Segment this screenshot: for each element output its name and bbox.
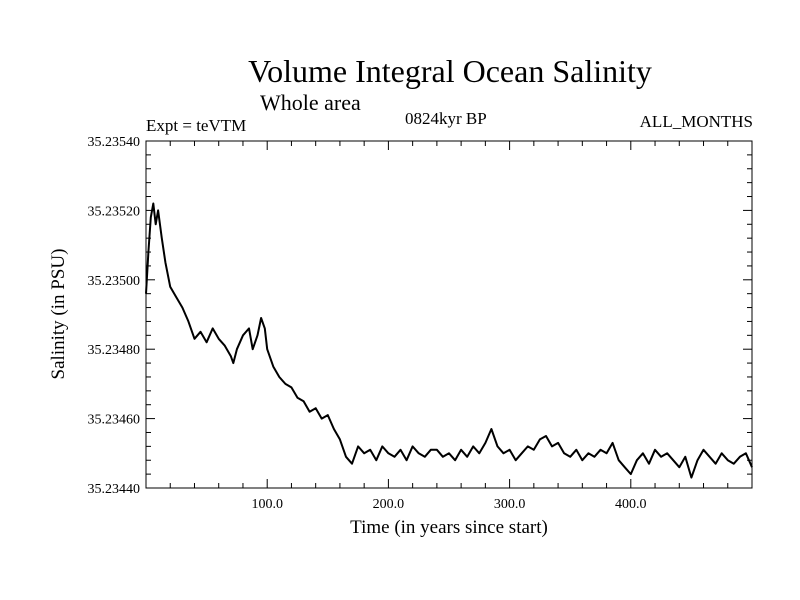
- tick-marks: [146, 141, 752, 488]
- chart-title: Volume Integral Ocean Salinity: [248, 53, 652, 89]
- tick-labels: 100.0 200.0 300.0 400.0 35.23440 35.23460 35.2…: [88, 135, 647, 512]
- y-axis-label: Salinity (in PSU): [48, 249, 69, 380]
- y-tick-label: 35.23500: [88, 274, 141, 289]
- period-label: 0824kyr BP: [405, 109, 487, 128]
- chart-subtitle: Whole area: [260, 90, 361, 115]
- y-tick-label: 35.23540: [88, 135, 141, 150]
- experiment-label: Expt = teVTM: [146, 116, 247, 135]
- y-tick-label: 35.23460: [88, 413, 141, 428]
- x-tick-label: 300.0: [494, 497, 526, 512]
- plot-frame: [145, 140, 753, 489]
- y-tick-label: 35.23520: [88, 204, 141, 219]
- x-tick-label: 400.0: [615, 497, 647, 512]
- y-tick-label: 35.23480: [88, 343, 141, 358]
- x-tick-label: 100.0: [251, 497, 283, 512]
- months-label: ALL_MONTHS: [639, 112, 753, 131]
- x-axis-label: Time (in years since start): [350, 517, 548, 538]
- salinity-series-line: [145, 202, 753, 479]
- y-tick-label: 35.23440: [88, 482, 141, 497]
- x-tick-label: 200.0: [373, 497, 405, 512]
